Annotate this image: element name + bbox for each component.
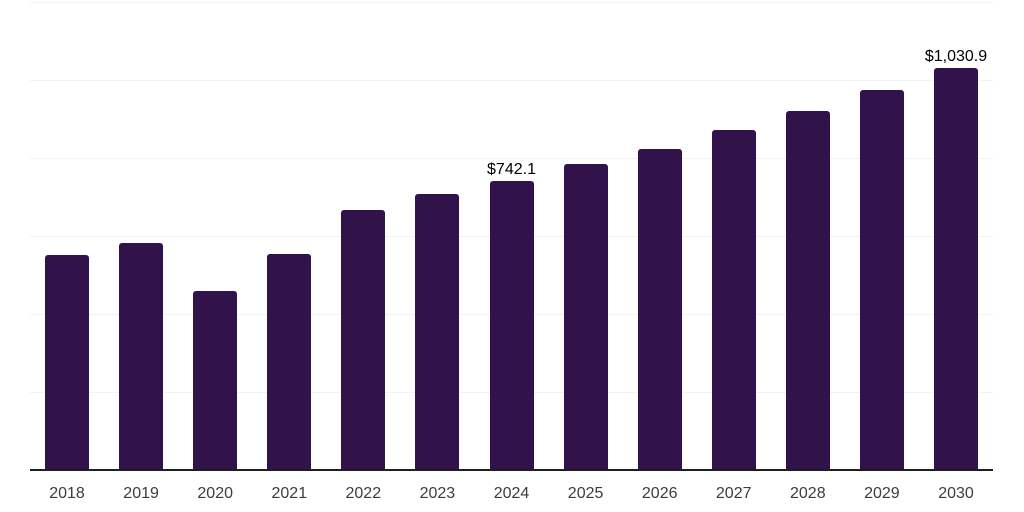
bar-2030 (934, 67, 978, 470)
bar-2029 (859, 89, 904, 471)
bar-2027 (711, 129, 756, 470)
x-tick-2024: 2024 (493, 485, 530, 502)
x-tick-2026: 2026 (641, 485, 678, 502)
x-tick-2025: 2025 (567, 485, 604, 502)
bar-2020 (193, 290, 238, 470)
bar-2024 (489, 180, 534, 470)
gridline-1200 (30, 2, 993, 3)
bar-2026 (637, 148, 682, 470)
x-tick-2022: 2022 (345, 485, 382, 502)
bar-2021 (267, 253, 312, 470)
x-tick-2030: 2030 (938, 485, 974, 502)
x-tick-2028: 2028 (790, 485, 826, 502)
x-tick-2021: 2021 (271, 485, 308, 502)
x-tick-2027: 2027 (715, 485, 752, 502)
bar-2018 (45, 255, 89, 470)
x-tick-2018: 2018 (49, 485, 85, 502)
x-tick-2023: 2023 (419, 485, 456, 502)
x-axis-line (30, 469, 993, 471)
x-tick-2029: 2029 (864, 485, 900, 502)
bar-2019 (119, 243, 164, 470)
x-tick-2020: 2020 (197, 485, 233, 502)
bar-2025 (563, 164, 608, 470)
gridline-800 (30, 158, 993, 159)
x-tick-2019: 2019 (123, 485, 159, 502)
gridline-1000 (30, 80, 993, 81)
value-label-2024: $742.1 (487, 160, 536, 178)
value-label-2030: $1,030.9 (924, 47, 988, 65)
bar-2023 (415, 194, 460, 470)
bar-2028 (785, 110, 830, 470)
bar-2022 (341, 209, 386, 470)
